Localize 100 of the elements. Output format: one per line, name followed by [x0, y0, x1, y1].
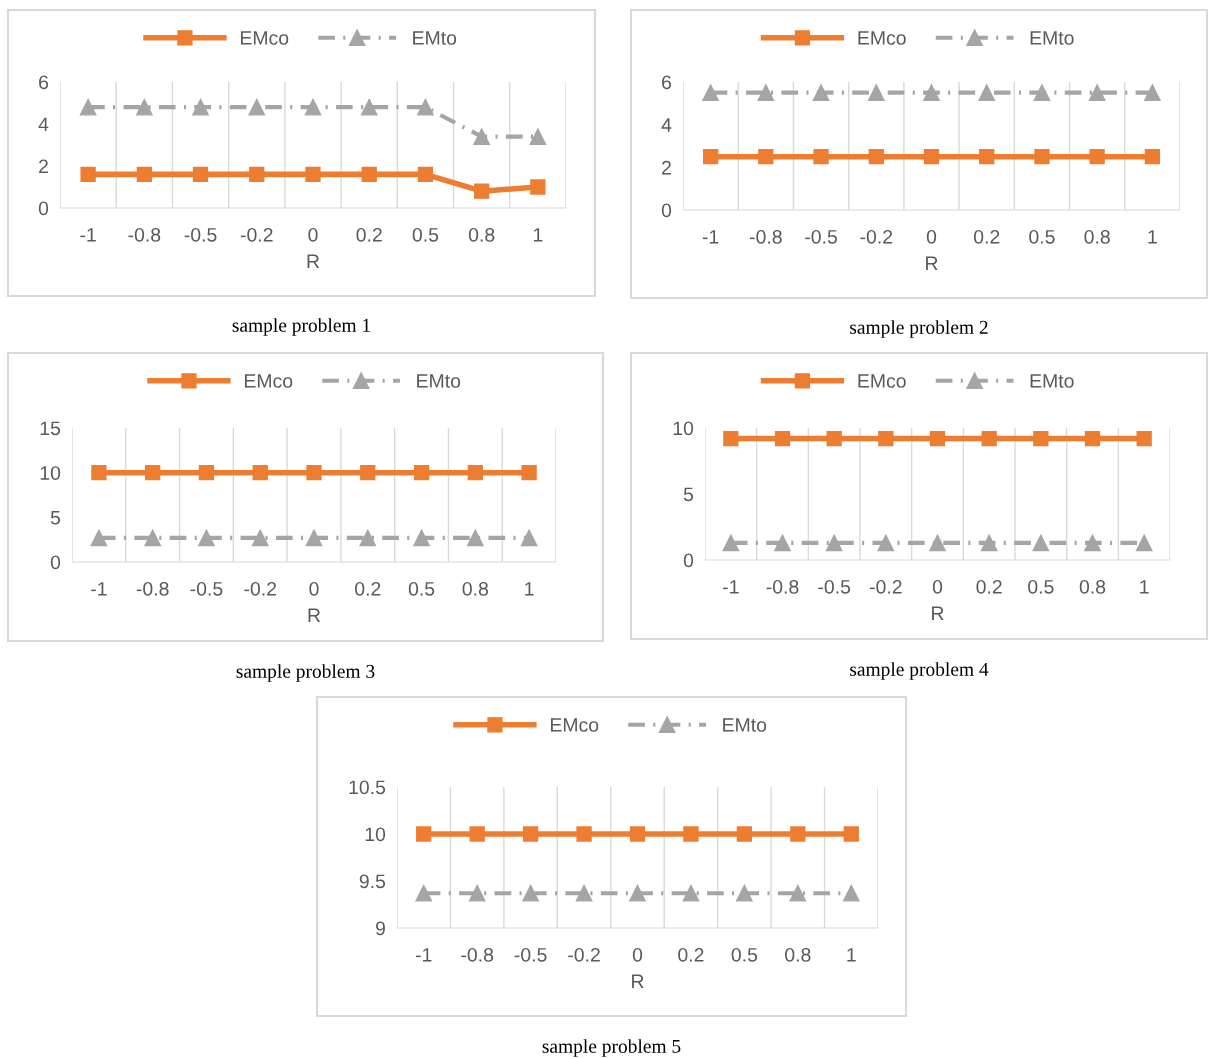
x-tick-label: -0.2: [240, 227, 273, 242]
x-tick-label: 0.2: [355, 581, 381, 596]
point: [360, 98, 378, 116]
legend-label: EMco: [550, 718, 599, 732]
x-axis-title: R: [307, 254, 320, 268]
y-tick-label: 5: [50, 511, 61, 525]
x-tick-label: -0.5: [805, 229, 837, 244]
text: sample problem 3: [236, 664, 375, 682]
legend-label: EMto: [417, 374, 461, 388]
legend-label: EMto: [723, 718, 767, 732]
y-tick-label: 6: [39, 75, 49, 90]
x-tick-label: 1: [1140, 580, 1149, 594]
x-tick-label: 0.2: [356, 227, 382, 242]
legend-label: EMco: [858, 31, 906, 45]
y-tick-label: 9.5: [359, 874, 386, 889]
point: [192, 166, 209, 183]
x-tick-label: 0.5: [731, 947, 758, 962]
x-tick-label: 0.2: [976, 579, 1002, 594]
x-tick-label: 0: [926, 229, 937, 244]
point: [361, 166, 377, 183]
legend-label: EMto: [413, 31, 457, 45]
legend-label: EMto: [1030, 374, 1074, 388]
x-tick-label: -0.2: [244, 581, 276, 596]
y-tick-label: 9: [375, 921, 385, 936]
x-tick-label: 0: [309, 581, 319, 596]
x-tick-label: 0.2: [678, 947, 704, 962]
legend-label: EMco: [240, 31, 289, 45]
x-tick-label: 1: [847, 948, 856, 962]
point: [304, 98, 322, 116]
x-tick-label: 0.2: [973, 229, 1000, 244]
point: [305, 166, 321, 183]
x-tick-label: 0.8: [468, 227, 495, 242]
x-axis-title: R: [632, 974, 644, 988]
point: [135, 98, 153, 116]
y-tick-label: 10: [365, 827, 386, 842]
x-tick-label: -0.8: [136, 581, 169, 596]
x-tick-label: 0.8: [1079, 579, 1106, 594]
legend-label: EMco: [244, 374, 293, 388]
y-tick-label: 0: [661, 203, 672, 218]
legend-label: EMto: [1030, 31, 1074, 45]
point: [529, 128, 547, 145]
text: sample problem 1: [232, 318, 370, 336]
x-tick-label: -1: [723, 580, 739, 594]
x-tick-label: 1: [525, 582, 534, 596]
y-tick-label: 0: [683, 553, 694, 568]
x-tick-label: -1: [80, 228, 96, 242]
text: sample problem 2: [850, 320, 988, 338]
x-tick-label: 0.5: [412, 227, 439, 242]
x-tick-label: 0.5: [1029, 229, 1055, 244]
point: [79, 98, 97, 116]
x-axis-title: R: [308, 608, 321, 622]
point: [417, 166, 434, 183]
y-tick-label: 6: [662, 75, 672, 90]
x-tick-label: -1: [702, 230, 719, 244]
y-tick-label: 0: [50, 555, 61, 570]
x-tick-label: -0.8: [766, 579, 799, 594]
point: [249, 166, 265, 183]
y-tick-label: 2: [39, 159, 48, 174]
x-tick-label: 1: [533, 228, 543, 242]
legend-label: EMco: [858, 374, 906, 388]
x-tick-label: -0.8: [461, 947, 494, 962]
y-tick-label: 4: [38, 117, 49, 132]
y-tick-label: 0: [38, 201, 49, 216]
y-tick-label: 10: [40, 466, 61, 480]
x-tick-label: 1: [1148, 230, 1157, 244]
x-tick-label: 0.5: [408, 581, 435, 596]
point: [473, 128, 491, 145]
x-tick-label: -0.8: [749, 229, 782, 244]
x-tick-label: -0.5: [818, 579, 851, 594]
x-tick-label: 0: [632, 947, 643, 962]
point: [80, 166, 96, 183]
x-tick-label: -1: [91, 582, 107, 596]
x-axis-title: R: [932, 606, 944, 620]
point: [417, 98, 434, 116]
x-tick-label: 0: [308, 227, 318, 242]
x-axis-title: R: [926, 256, 938, 270]
x-tick-label: -0.2: [568, 947, 600, 962]
text: sample problem 5: [542, 1039, 681, 1057]
x-tick-label: -0.2: [869, 579, 902, 594]
x-tick-label: -0.5: [514, 947, 547, 962]
point: [248, 98, 266, 116]
y-tick-label: 4: [661, 118, 672, 132]
x-tick-label: 0.8: [1084, 229, 1110, 244]
y-tick-label: 2: [662, 160, 671, 175]
y-tick-label: 15: [40, 421, 61, 436]
x-tick-label: -1: [415, 948, 432, 962]
x-tick-label: -0.5: [184, 227, 217, 242]
x-tick-label: 0.5: [1028, 579, 1054, 594]
x-tick-label: 0: [932, 579, 943, 594]
point: [192, 98, 209, 116]
text: sample problem 4: [850, 662, 989, 680]
y-tick-label: 10.5: [349, 780, 386, 795]
x-tick-label: -0.5: [190, 581, 223, 596]
x-tick-label: -0.2: [860, 229, 893, 244]
point: [530, 179, 546, 195]
y-tick-label: 10: [673, 421, 694, 436]
x-tick-label: -0.8: [128, 227, 161, 242]
point: [474, 183, 490, 199]
x-tick-label: 0.8: [785, 947, 811, 962]
y-tick-label: 5: [683, 487, 694, 502]
